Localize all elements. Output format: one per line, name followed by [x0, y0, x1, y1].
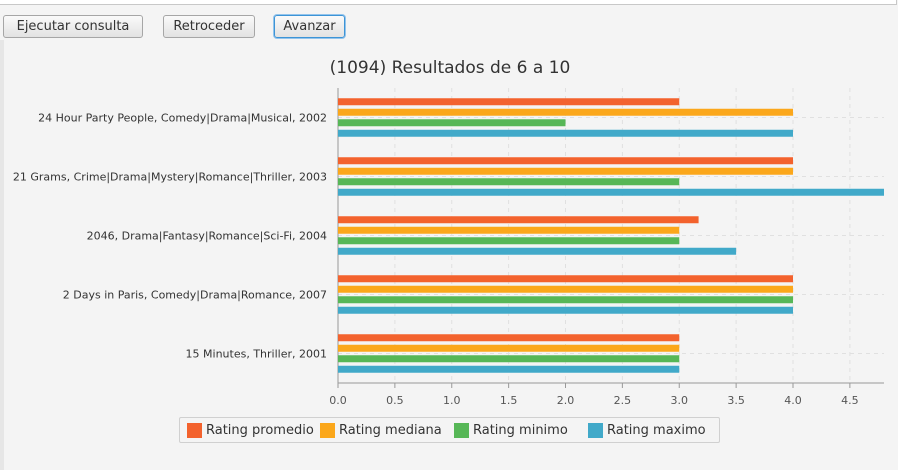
legend-label: Rating mediana [339, 423, 442, 438]
bar [338, 365, 680, 373]
x-tick-label: 2.0 [557, 394, 575, 407]
bar [338, 237, 680, 245]
bar [338, 108, 793, 116]
y-tick-label: 2 Days in Paris, Comedy|Drama|Romance, 2… [63, 289, 327, 302]
x-tick-label: 4.0 [784, 394, 802, 407]
x-tick-label: 0.0 [329, 394, 347, 407]
bar [338, 296, 793, 304]
next-button[interactable]: Avanzar [274, 15, 345, 38]
bar-chart: (1094) Resultados de 6 a 10 24 Hour Part… [13, 58, 884, 407]
run-query-button[interactable]: Ejecutar consulta [3, 15, 143, 38]
bar [338, 157, 793, 165]
x-tick-label: 1.5 [500, 394, 518, 407]
chart-title: (1094) Resultados de 6 a 10 [330, 58, 571, 78]
bar [338, 98, 680, 106]
bar [338, 334, 680, 342]
bar [338, 275, 793, 283]
bar [338, 178, 680, 186]
y-tick-label: 2046, Drama|Fantasy|Romance|Sci-Fi, 2004 [87, 230, 327, 243]
x-tick-label: 3.5 [727, 394, 745, 407]
bar [338, 344, 680, 352]
bar [338, 216, 699, 224]
x-tick-label: 0.5 [386, 394, 404, 407]
x-tick-label: 1.0 [443, 394, 461, 407]
legend-swatch [320, 423, 335, 438]
legend-label: Rating promedio [206, 423, 314, 438]
back-button[interactable]: Retroceder [163, 15, 255, 38]
bar [338, 119, 566, 127]
legend-label: Rating maximo [607, 423, 706, 438]
legend-label: Rating minimo [473, 423, 568, 438]
left-panel-edge [0, 40, 4, 470]
legend-swatch [187, 423, 202, 438]
bar [338, 285, 793, 293]
x-tick-label: 2.5 [614, 394, 632, 407]
legend-swatch [454, 423, 469, 438]
bar [338, 167, 793, 175]
bar [338, 306, 793, 314]
y-tick-label: 15 Minutes, Thriller, 2001 [186, 348, 327, 361]
bar [338, 355, 680, 363]
chart-legend: Rating promedio Rating mediana Rating mini… [179, 417, 720, 443]
x-tick-label: 4.5 [841, 394, 859, 407]
y-tick-label: 21 Grams, Crime|Drama|Mystery|Romance|Th… [13, 171, 327, 184]
top-panel-edge [0, 0, 897, 5]
bar [338, 247, 737, 255]
bar [338, 129, 793, 137]
y-tick-label: 24 Hour Party People, Comedy|Drama|Music… [38, 112, 327, 125]
legend-swatch [588, 423, 603, 438]
x-tick-label: 3.0 [671, 394, 689, 407]
bar [338, 188, 884, 196]
bar [338, 226, 680, 234]
